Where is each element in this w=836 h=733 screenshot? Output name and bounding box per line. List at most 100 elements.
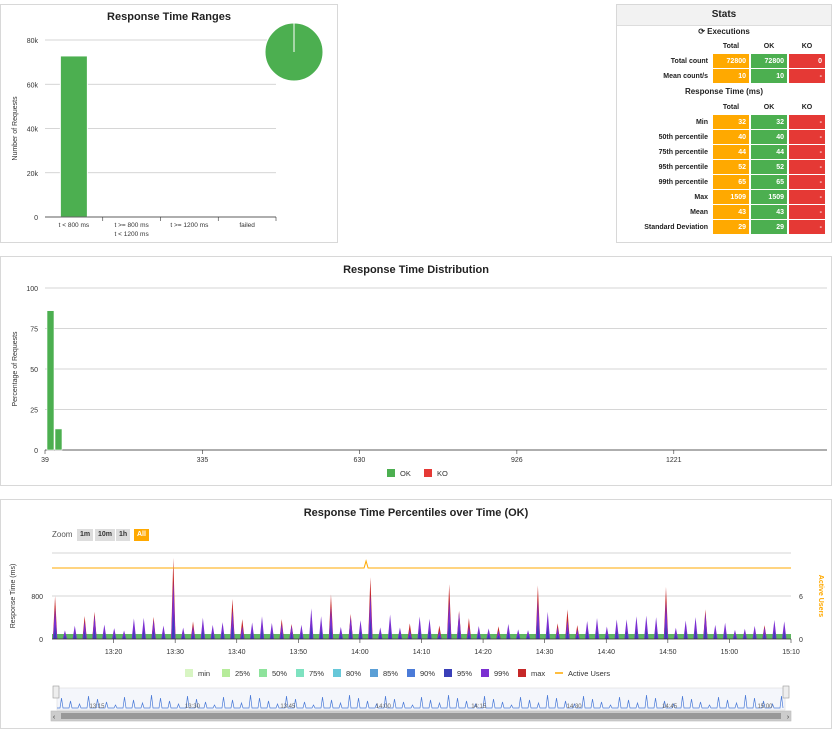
p95-spike — [329, 624, 333, 639]
header-blank — [621, 39, 711, 53]
p95-spike — [319, 628, 323, 639]
navigator-tick-label: 13:15 — [89, 704, 105, 710]
p99-spike — [742, 628, 748, 639]
p95-spike — [211, 632, 215, 639]
p95-spike — [477, 633, 481, 639]
x-tick-label: 14:50 — [659, 649, 677, 656]
y-tick-label: 60k — [27, 82, 39, 89]
legend-swatch — [407, 669, 415, 677]
response-time-table: Total OK KO Min 32 32-50th percentile 40 40-75t… — [619, 99, 827, 235]
navigator-right-handle[interactable] — [782, 685, 790, 699]
y-tick-label: 100 — [26, 286, 38, 293]
scrollbar-thumb[interactable] — [61, 713, 781, 719]
p99-spike — [309, 608, 314, 639]
stats-row: Mean count/s 10 10- — [621, 69, 825, 83]
p99-spike — [338, 626, 344, 639]
p99-spike — [92, 615, 97, 639]
zoom-1h-button[interactable]: 1h — [116, 529, 131, 541]
p99-spike — [121, 630, 127, 639]
legend-label: 25% — [235, 669, 250, 678]
x-tick-label: t >= 800 ms — [114, 222, 149, 229]
scroll-right-arrow[interactable]: › — [787, 714, 790, 721]
stat-ko: 0 — [789, 54, 825, 68]
header-total: Total — [722, 103, 740, 111]
p99-spike — [200, 617, 206, 639]
p95-spike — [171, 612, 175, 639]
distribution-title: Response Time Distribution — [343, 264, 489, 276]
p95-spike — [496, 635, 500, 639]
y-axis-label: Percentage of Requests — [12, 331, 19, 407]
stat-total: 32 — [713, 115, 749, 129]
stat-label: Max — [694, 193, 708, 201]
p95-spike — [378, 633, 382, 639]
p99-spike — [713, 624, 718, 639]
p99-spike — [240, 626, 245, 639]
active-users-line — [52, 559, 791, 569]
stats-row: 99th percentile 65 65- — [621, 175, 825, 189]
scroll-left-arrow[interactable]: ‹ — [53, 714, 56, 721]
stats-row: Total count 72800 72800 0 — [621, 54, 825, 68]
p95-spike — [240, 633, 244, 639]
p95-spike — [546, 626, 550, 639]
x-tick-label: 14:00 — [351, 649, 369, 656]
stat-total: 65 — [713, 175, 749, 189]
x-tick-label: 15:10 — [782, 649, 800, 656]
legend-label: Active Users — [568, 669, 610, 678]
p95-spike — [368, 618, 372, 639]
legend-swatch — [222, 669, 230, 677]
p95-spike — [743, 634, 747, 639]
stat-label: Total count — [670, 57, 708, 65]
legend-swatch — [259, 669, 267, 677]
p99-spike — [318, 616, 324, 639]
ranges-panel: Response Time Ranges 0 20k 40k 60k 80k Number… — [0, 4, 338, 243]
y-axis-label: Response Time (ms) — [10, 564, 17, 629]
ranges-chart: 0 20k 40k 60k 80k Number of Requests t < 800 m… — [12, 22, 324, 238]
executions-table: Total OK KO Total count 72800 72800 0 Mean coun… — [619, 38, 827, 84]
y2-axis-label: Active Users — [817, 575, 824, 618]
p95-spike — [703, 627, 707, 639]
p99-spike — [269, 622, 275, 639]
navigator-left-handle[interactable] — [52, 685, 60, 699]
p99-spike — [249, 622, 255, 639]
p95-spike — [733, 634, 737, 639]
stat-ok: 65 — [751, 175, 787, 189]
y-tick-label: 80k — [27, 38, 39, 45]
p99-spike — [407, 629, 412, 639]
header-total: Total — [722, 42, 740, 50]
stat-ko: - — [789, 160, 825, 174]
y-tick-label: 20k — [27, 171, 39, 178]
legend-swatch — [387, 469, 395, 477]
stat-ko: - — [789, 190, 825, 204]
percentiles-panel: Response Time Percentiles over Time (OK)… — [0, 499, 832, 729]
p99-spike — [348, 616, 353, 639]
p95-spike — [73, 633, 77, 639]
y-tick-label: 50 — [30, 367, 38, 374]
stat-ok: 44 — [751, 145, 787, 159]
p95-spike — [723, 631, 727, 639]
p95-spike — [457, 627, 461, 639]
navigator-tick-label: 14:30 — [567, 704, 583, 710]
x-tick-label: t < 1200 ms — [115, 231, 150, 238]
p99-spike — [289, 625, 294, 639]
p95-spike — [763, 633, 767, 639]
stat-ko: - — [789, 175, 825, 189]
p99-spike — [111, 628, 117, 639]
stat-ok: 72800 — [751, 54, 787, 68]
p99-spike — [417, 616, 422, 639]
p99-spike — [624, 619, 629, 639]
p95-spike — [280, 632, 284, 639]
zoom-10m-button[interactable]: 10m — [95, 529, 116, 541]
zoom-1m-button[interactable]: 1m — [77, 529, 94, 541]
p99-spike — [732, 629, 738, 639]
p95-spike — [161, 632, 165, 639]
stat-label: 99th percentile — [658, 178, 708, 186]
distribution-panel: Response Time Distribution 0 25 50 75 100 Per… — [0, 256, 832, 486]
stat-total: 72800 — [713, 54, 749, 68]
zoom-all-button[interactable]: All — [134, 529, 149, 541]
p95-spike — [437, 635, 441, 639]
p95-spike — [270, 631, 274, 639]
p95-spike — [63, 635, 67, 639]
p99-spike — [180, 627, 186, 639]
header-blank — [621, 100, 711, 114]
stat-total: 1509 — [713, 190, 749, 204]
